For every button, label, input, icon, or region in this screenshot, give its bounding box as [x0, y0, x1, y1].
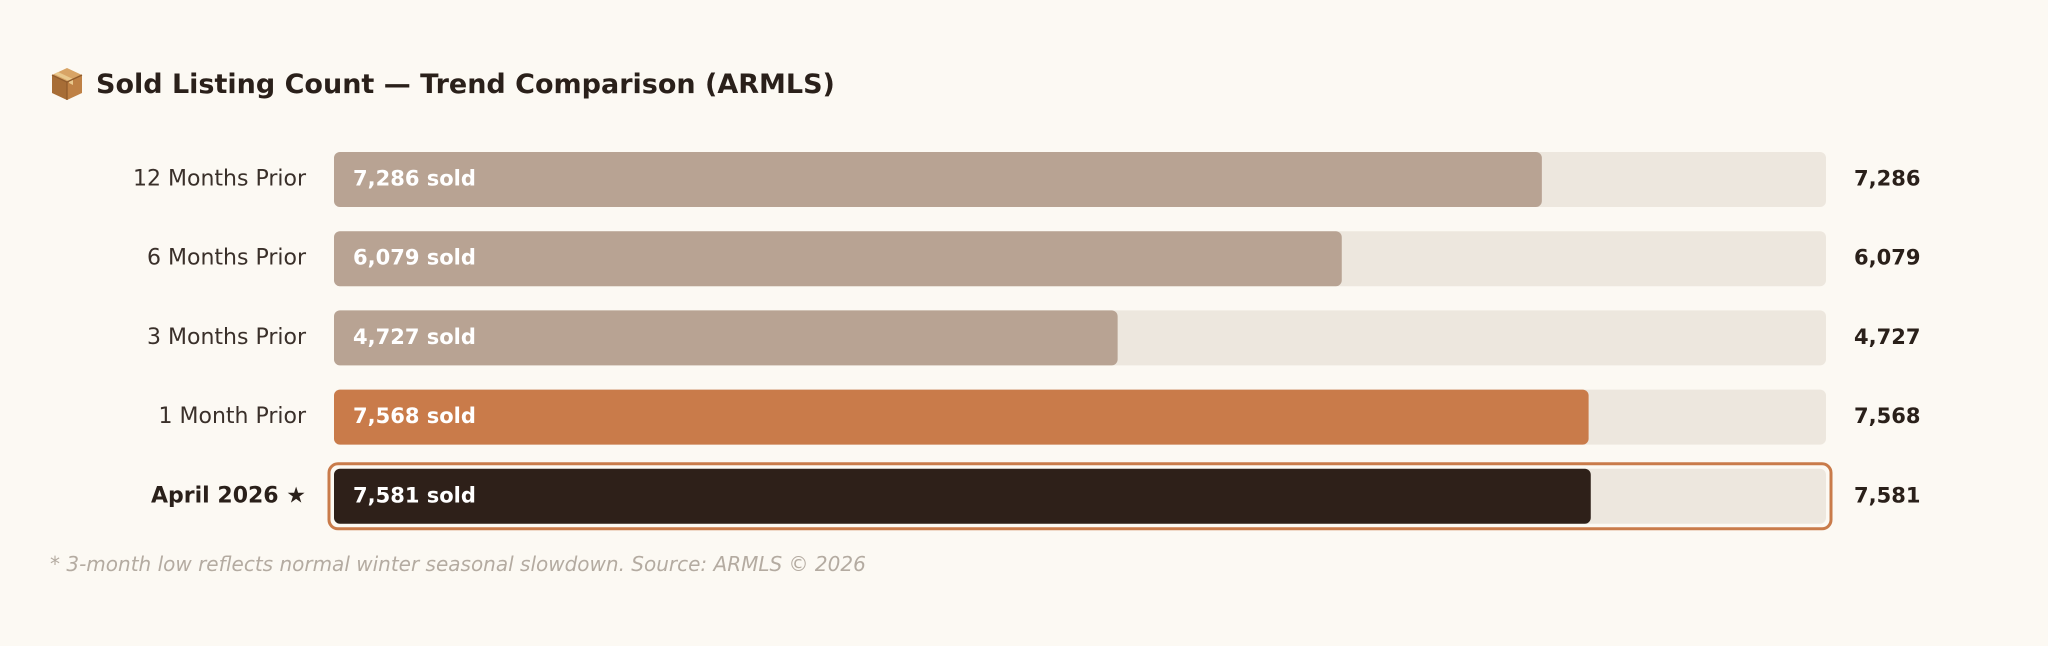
- chart-title-text: Sold Listing Count — Trend Comparison (A…: [96, 68, 835, 100]
- value-label-6-months-prior: 6,079: [1854, 246, 1920, 270]
- value-label-12-months-prior: 7,286: [1854, 167, 1920, 191]
- bar-12-months-prior: [334, 152, 1542, 207]
- category-label-12-months-prior: 12 Months Prior: [133, 167, 307, 192]
- value-label-april-2026: 7,581: [1854, 483, 1920, 507]
- bar-label-3-months-prior: 4,727 sold: [353, 325, 476, 349]
- bar-label-12-months-prior: 7,286 sold: [353, 167, 476, 191]
- bar-label-6-months-prior: 6,079 sold: [353, 246, 476, 270]
- value-label-1-month-prior: 7,568: [1854, 404, 1920, 428]
- category-label-april-2026: April 2026 ★: [151, 483, 306, 508]
- bar-label-1-month-prior: 7,568 sold: [353, 404, 476, 428]
- bar-1-month-prior: [334, 389, 1589, 445]
- category-label-6-months-prior: 6 Months Prior: [147, 246, 307, 271]
- highlight-outline: [327, 462, 1833, 531]
- chart-footnote: * 3-month low reflects normal winter sea…: [50, 552, 866, 576]
- package-box-icon: [48, 65, 86, 103]
- value-label-3-months-prior: 4,727: [1854, 325, 1920, 349]
- bar-6-months-prior: [334, 231, 1342, 287]
- bar-april-2026: [334, 468, 1591, 524]
- bar-3-months-prior: [334, 310, 1118, 366]
- category-label-3-months-prior: 3 Months Prior: [147, 325, 307, 350]
- category-label-1-month-prior: 1 Month Prior: [159, 404, 307, 429]
- chart-title: Sold Listing Count — Trend Comparison (A…: [48, 62, 835, 106]
- bar-label-april-2026: 7,581 sold: [353, 483, 476, 507]
